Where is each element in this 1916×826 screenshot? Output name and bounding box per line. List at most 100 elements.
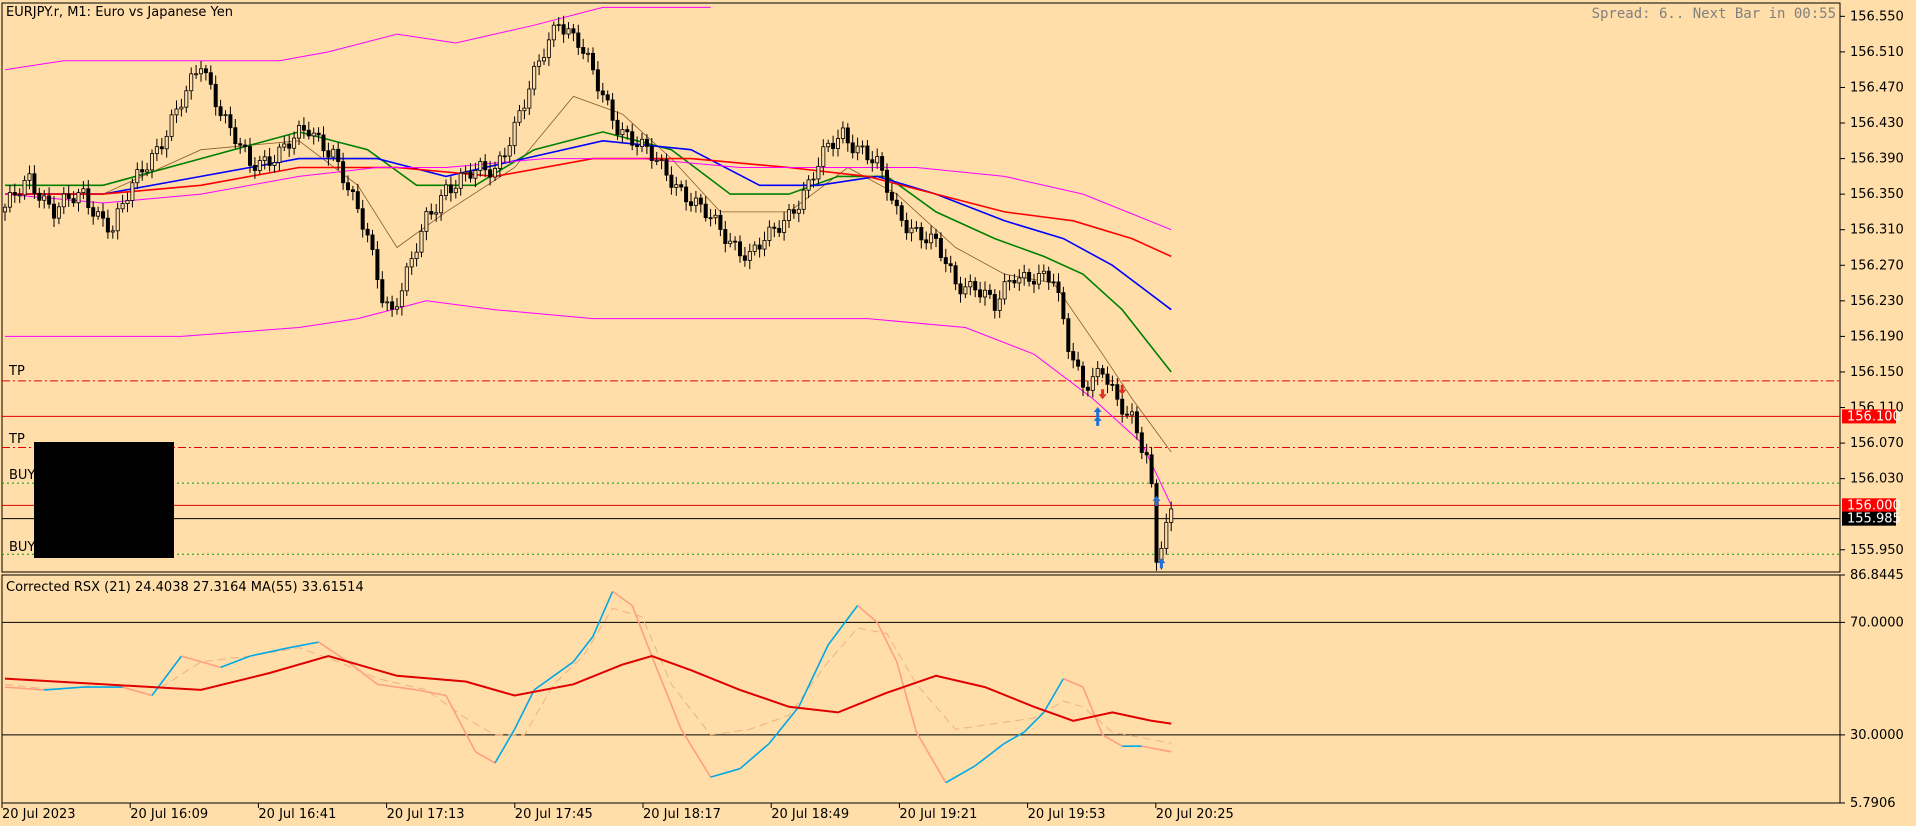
candle-body xyxy=(7,192,12,208)
buy-arrow-icon xyxy=(1093,415,1102,426)
time-tick-label: 20 Jul 2023 xyxy=(2,807,76,822)
candle-body xyxy=(301,125,306,131)
price-tag-box xyxy=(1842,511,1896,526)
candle-body xyxy=(968,281,973,288)
candle-body xyxy=(375,249,380,281)
candle-body xyxy=(1017,277,1022,284)
candle-body xyxy=(1071,351,1076,361)
candle-body xyxy=(1090,376,1095,391)
candle-body xyxy=(380,279,385,304)
band-lower-line xyxy=(5,300,1172,506)
rsx-line-segment xyxy=(1063,677,1084,688)
candle-body xyxy=(889,191,894,201)
rsx-line-segment xyxy=(122,686,153,697)
rsx-axis: 86.8445 70.0000 30.0000 5.7906 xyxy=(1840,568,1904,811)
time-tick-label: 20 Jul 17:45 xyxy=(515,807,593,822)
candle-body xyxy=(154,146,159,155)
candle-body xyxy=(140,169,145,173)
candle-body xyxy=(742,255,747,261)
candle-body xyxy=(311,132,316,137)
candle-body xyxy=(693,197,698,206)
rsx-line-segment xyxy=(680,728,712,778)
rsx-line-segment xyxy=(220,655,251,669)
price-tick-label: 156.350 xyxy=(1850,187,1904,202)
candle-body xyxy=(992,294,997,311)
buy-label-lower: BUY xyxy=(9,540,35,555)
candle-body xyxy=(718,214,723,230)
candle-body xyxy=(787,209,792,221)
candle-body xyxy=(355,191,360,210)
candles xyxy=(3,15,1174,571)
price-pane[interactable]: EURJPY.r, M1: Euro vs Japanese Yen Sprea… xyxy=(1,2,1841,573)
rsx-line-segment xyxy=(572,635,594,663)
rsx-pane[interactable]: Corrected RSX (21) 24.4038 27.3164 MA(55… xyxy=(1,574,1841,804)
candle-body xyxy=(424,211,429,232)
rsx-line-segment xyxy=(249,646,290,657)
candle-body xyxy=(1032,280,1037,285)
candle-body xyxy=(345,182,350,191)
candle-body xyxy=(595,69,600,92)
candle-body xyxy=(292,137,297,149)
candle-body xyxy=(664,159,669,176)
candle-body xyxy=(179,106,184,110)
candle-body xyxy=(796,208,801,214)
rsx-tick-label: 70.0000 xyxy=(1850,615,1904,630)
price-tag-box xyxy=(1842,409,1896,424)
time-axis: 20 Jul 2023 20 Jul 16:09 20 Jul 16:41 20 Ju… xyxy=(1,803,1234,822)
buy-arrow-icon xyxy=(1093,406,1102,417)
time-tick-label: 20 Jul 16:41 xyxy=(258,807,336,822)
candle-body xyxy=(537,60,542,67)
time-tick-label: 20 Jul 20:25 xyxy=(1156,807,1234,822)
candle-body xyxy=(860,145,865,148)
rsx-line-segment xyxy=(876,622,898,663)
candle-body xyxy=(52,203,57,219)
candle-body xyxy=(282,143,287,148)
candle-body xyxy=(1061,292,1066,320)
candle-body xyxy=(738,241,743,257)
candle-body xyxy=(527,88,532,109)
rsx-line-segment xyxy=(1102,734,1123,747)
candle-body xyxy=(1095,368,1100,378)
candle-body xyxy=(561,24,566,35)
candle-body xyxy=(1066,318,1071,352)
candle-body xyxy=(145,169,150,173)
candle-body xyxy=(620,129,625,136)
price-tick-label: 156.150 xyxy=(1850,365,1904,380)
rsx-line-segment xyxy=(289,641,319,649)
candle-body xyxy=(1144,452,1149,456)
candle-body xyxy=(1051,281,1056,284)
candle-body xyxy=(1007,280,1012,283)
candle-body xyxy=(370,234,375,250)
time-tick-label: 20 Jul 19:53 xyxy=(1028,807,1106,822)
price-tag-label: 156.100 xyxy=(1847,409,1901,424)
candle-body xyxy=(1081,365,1086,388)
candle-body xyxy=(782,220,787,233)
rsx-line-segment xyxy=(945,765,976,784)
candle-body xyxy=(1002,281,1007,300)
candle-body xyxy=(76,192,81,204)
candle-body xyxy=(914,226,919,229)
candle-body xyxy=(56,206,61,219)
rsx-line-segment xyxy=(494,728,516,764)
time-tick-label: 20 Jul 18:17 xyxy=(643,807,721,822)
candle-body xyxy=(321,134,326,152)
candle-body xyxy=(238,143,243,146)
candle-body xyxy=(218,106,223,117)
rsx-line-segment xyxy=(1043,678,1065,713)
candle-body xyxy=(439,195,444,214)
candle-body xyxy=(101,211,106,219)
candle-body xyxy=(473,170,478,179)
candle-body xyxy=(836,138,841,149)
candle-body xyxy=(850,142,855,154)
candle-body xyxy=(924,239,929,244)
candle-body xyxy=(777,227,782,233)
rsx-line-segment xyxy=(151,655,183,696)
candle-body xyxy=(885,169,890,193)
candle-body xyxy=(713,214,718,219)
rsx-levels xyxy=(2,621,1840,736)
band-middle-line xyxy=(4,158,1172,231)
sell-arrow-icon xyxy=(1098,389,1107,400)
candle-body xyxy=(448,184,453,194)
candle-body xyxy=(811,178,816,181)
